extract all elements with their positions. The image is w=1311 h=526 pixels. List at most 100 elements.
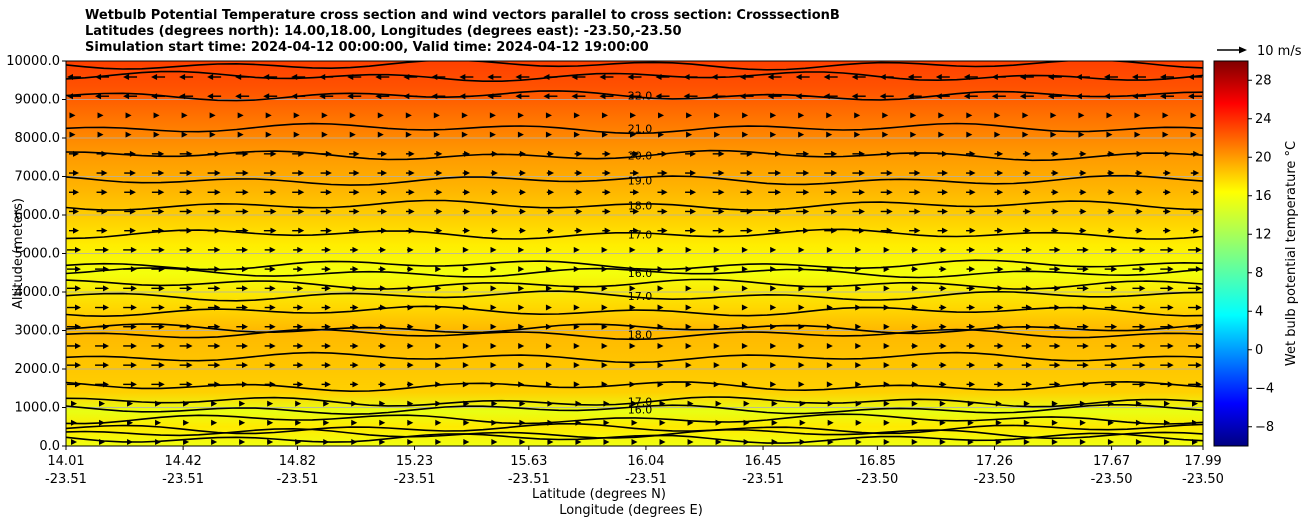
wind-vector-head (826, 381, 833, 388)
wind-vector (151, 323, 165, 330)
contour-line (66, 423, 1203, 435)
wind-vector-head (886, 170, 893, 177)
wind-vector-head (298, 189, 305, 196)
wind-vector-head (297, 323, 304, 330)
wind-vector (263, 227, 277, 234)
wind-vector (658, 131, 665, 138)
wind-vector (1075, 93, 1090, 100)
wind-vector-head (883, 439, 890, 445)
wind-vector (95, 323, 109, 330)
wind-vector (967, 419, 974, 426)
wind-vector-head (886, 208, 893, 215)
wind-vector (883, 246, 890, 253)
wind-vector-head (71, 439, 77, 445)
wind-vector (966, 381, 976, 388)
wind-vector-head (1164, 170, 1171, 177)
wind-vector (1076, 323, 1089, 330)
wind-vector (207, 381, 221, 388)
wind-vector (798, 342, 805, 349)
wind-vector-head (912, 246, 919, 253)
wind-vector (463, 439, 470, 445)
wind-vector (490, 381, 497, 388)
wind-vector (1021, 285, 1032, 292)
wind-vector (320, 170, 332, 177)
wind-vector-head (604, 170, 611, 177)
wind-vector (462, 323, 469, 330)
contour-label: 16.0 (628, 403, 653, 416)
wind-vector (490, 227, 498, 234)
wind-vector (1160, 246, 1174, 253)
wind-vector-head (463, 419, 470, 426)
wind-vector-head (940, 362, 947, 369)
wind-vector (1076, 246, 1089, 253)
wind-vector-head (298, 170, 305, 177)
wind-vector (319, 74, 334, 80)
wind-vector (1049, 342, 1061, 349)
wind-vector-head (75, 342, 81, 349)
wind-vector-head (151, 93, 158, 100)
wind-vector (938, 304, 947, 311)
wind-vector-head (1047, 93, 1054, 100)
wind-vector-head (351, 419, 358, 426)
wind-vector-head (155, 439, 162, 445)
wind-vector-head (179, 93, 186, 100)
wind-vector-head (297, 246, 304, 253)
wind-vector (938, 362, 947, 369)
wind-vector (603, 400, 610, 407)
wind-vector-head (1080, 150, 1087, 157)
wind-vector (155, 400, 162, 407)
wind-vector (1188, 381, 1202, 388)
wind-vector (938, 323, 947, 330)
wind-vector-head (1167, 304, 1174, 311)
wind-vector-head (518, 381, 525, 388)
wind-vector-head (324, 285, 331, 292)
wind-vector (295, 439, 302, 445)
wind-vector (1104, 285, 1118, 292)
wind-vector (405, 189, 415, 196)
wind-vector (1160, 381, 1174, 388)
wind-vector (1051, 400, 1058, 407)
wind-vector-head (297, 342, 304, 349)
wind-vector-head (1078, 131, 1085, 138)
wind-vector-head (214, 342, 221, 349)
wind-vector-head (297, 285, 304, 292)
wind-vector-head (324, 304, 331, 311)
wind-vector (1131, 74, 1146, 80)
wind-vector (1107, 189, 1115, 196)
wind-vector (1021, 342, 1032, 349)
wind-vector-head (435, 323, 442, 330)
wind-vector-head (997, 189, 1004, 196)
wind-vector-head (125, 131, 132, 138)
wind-vector-head (130, 362, 137, 369)
wind-vector-head (939, 439, 946, 445)
wind-vector-head (377, 112, 384, 119)
wind-vector (629, 246, 636, 253)
wind-vector (770, 266, 777, 273)
wind-vector-head (186, 246, 193, 253)
wind-vector (1050, 131, 1057, 138)
wind-vector (685, 246, 692, 253)
wind-vector (151, 93, 166, 100)
wind-vector-head (746, 208, 753, 215)
wind-vector (1050, 112, 1057, 119)
wind-vector (574, 227, 583, 234)
wind-vector-head (293, 112, 300, 119)
wind-vector (966, 323, 976, 330)
wind-vector-head (767, 74, 774, 80)
wind-vector (655, 74, 670, 80)
wind-vector (994, 342, 1004, 349)
wind-vector (602, 227, 611, 234)
wind-vector (1104, 304, 1118, 311)
wind-vector (743, 419, 750, 426)
wind-vector-head (997, 285, 1004, 292)
wind-vector-head (1167, 342, 1174, 349)
wind-vector (1135, 170, 1143, 177)
wind-vector-head (267, 419, 274, 426)
wind-vector-head (775, 170, 782, 177)
wind-vector (855, 266, 862, 273)
wind-vector (1160, 304, 1174, 311)
wind-vector-head (1024, 208, 1031, 215)
wind-vector-head (1082, 246, 1089, 253)
wind-vector-head (380, 246, 387, 253)
wind-vector (602, 150, 611, 157)
